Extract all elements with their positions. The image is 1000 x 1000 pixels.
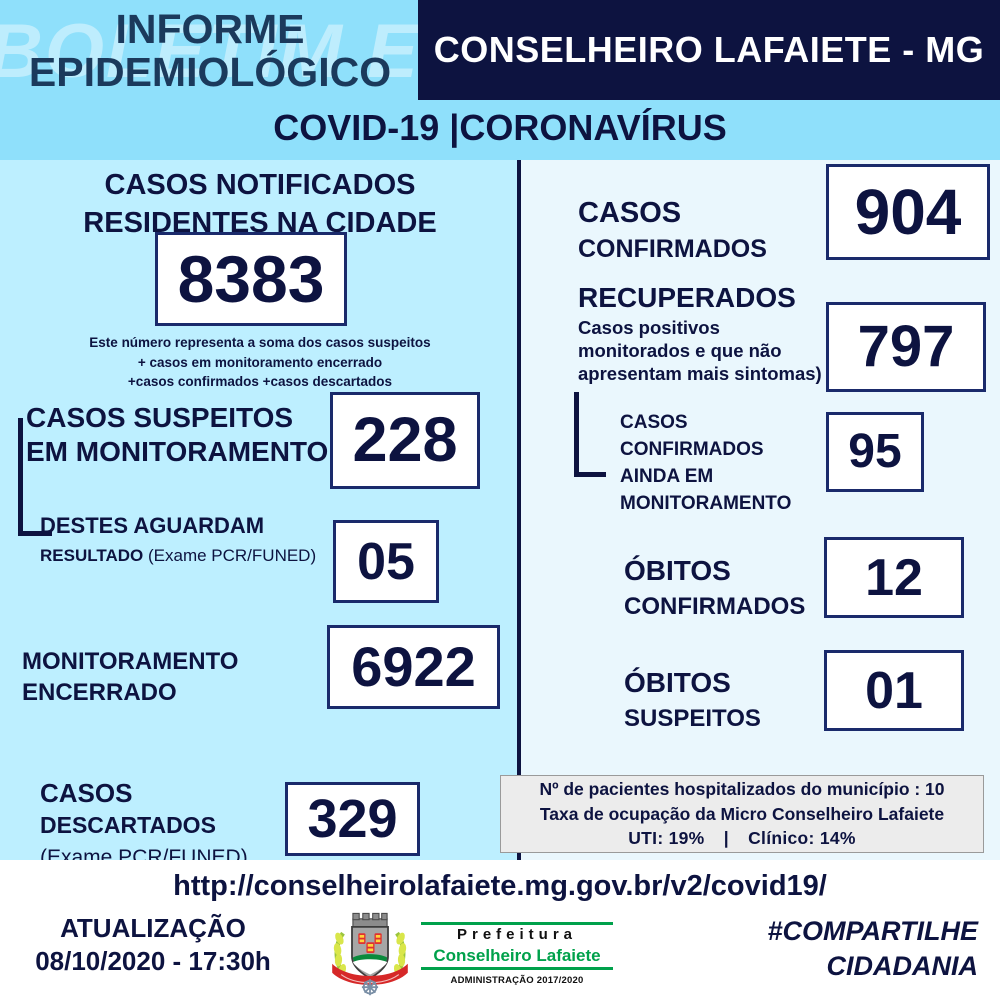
logo-prefeitura: Prefeitura — [456, 926, 578, 943]
subtitle-text: COVID-19 |CORONAVÍRUS — [273, 107, 727, 148]
suspect-cases-label: CASOS SUSPEITOS EM MONITORAMENTO — [26, 402, 329, 468]
recovered-value: 797 — [826, 302, 986, 392]
share-line1: #COMPARTILHE — [767, 916, 978, 946]
discarded-cases-label: CASOS DESCARTADOS (Exame PCR/FUNED) — [40, 778, 280, 872]
deaths-suspected-line1: ÓBITOS — [624, 667, 731, 698]
awaiting-result-bold: RESULTADO — [40, 545, 144, 565]
suspect-cases-value: 228 — [330, 392, 480, 489]
recovered-description: Casos positivos monitorados e que não ap… — [578, 317, 822, 385]
awaiting-result-paren: (Exame PCR/FUNED) — [148, 545, 317, 565]
deaths-suspected-value: 01 — [824, 650, 964, 731]
prefeitura-wordmark: Prefeitura Conselheiro Lafaiete ADMINIST… — [421, 922, 613, 986]
coat-of-arms-icon — [332, 912, 408, 996]
logo-rule-top — [421, 922, 613, 925]
monitoring-closed-label: MONITORAMENTO ENCERRADO — [22, 648, 239, 707]
prefeitura-logo: Prefeitura Conselheiro Lafaiete ADMINIST… — [325, 908, 615, 1000]
share-line2: CIDADANIA — [826, 951, 979, 982]
share-hashtag: #COMPARTILHE CIDADANIA — [700, 914, 992, 984]
city-banner: CONSELHEIRO LAFAIETE - MG — [418, 0, 1000, 100]
update-label: ATUALIZAÇÃO — [60, 913, 246, 943]
still-monitored-label: CASOS CONFIRMADOS AINDA EM MONITORAMENTO — [620, 412, 792, 514]
awaiting-result-line1: DESTES AGUARDAM — [40, 513, 265, 538]
confirmed-cases-value: 904 — [826, 164, 990, 260]
deaths-confirmed-label: ÓBITOS CONFIRMADOS — [624, 554, 830, 621]
still-monitored-value: 95 — [826, 412, 924, 492]
column-divider — [517, 160, 521, 860]
awaiting-result-label: DESTES AGUARDAM RESULTADO (Exame PCR/FUN… — [40, 512, 335, 567]
still-monitored-bracket — [574, 392, 606, 477]
update-info: ATUALIZAÇÃO 08/10/2020 - 17:30h — [8, 912, 298, 979]
monitoring-closed-value: 6922 — [327, 625, 500, 709]
discarded-line2: DESCARTADOS — [40, 812, 216, 839]
subtitle-bar: COVID-19 |CORONAVÍRUS — [0, 102, 1000, 154]
deaths-confirmed-line2: CONFIRMADOS — [624, 592, 806, 620]
city-name: CONSELHEIRO LAFAIETE - MG — [433, 29, 985, 70]
confirmed-line2: CONFIRMADOS — [578, 234, 767, 263]
deaths-suspected-line2: SUSPEITOS — [624, 704, 761, 732]
watermark-text: BOLETIM EP — [0, 9, 473, 94]
right-panel — [520, 160, 1000, 860]
clinico-rate: Clínico: 14% — [748, 828, 856, 849]
recovered-title: RECUPERADOS — [578, 282, 796, 313]
occupancy-rates-line: UTI: 19% | Clínico: 14% — [628, 826, 856, 851]
page-title: INFORME EPIDEMIOLÓGICO — [28, 6, 392, 95]
deaths-confirmed-value: 12 — [824, 537, 964, 618]
logo-administration: ADMINISTRAÇÃO 2017/2020 — [450, 974, 584, 986]
hospitalization-box: Nº de pacientes hospitalizados do municí… — [500, 775, 984, 853]
deaths-confirmed-line1: ÓBITOS — [624, 555, 731, 586]
uti-rate: UTI: 19% — [628, 828, 705, 849]
hospitalized-count-line: Nº de pacientes hospitalizados do municí… — [539, 778, 945, 799]
discarded-line1: CASOS — [40, 778, 133, 808]
notified-cases-value: 8383 — [155, 232, 347, 326]
notified-cases-note: Este número representa a soma dos casos … — [89, 335, 431, 390]
header-strip: BOLETIM EP INFORME EPIDEMIOLÓGICO CONSEL… — [0, 0, 1000, 160]
deaths-suspected-label: ÓBITOS SUSPEITOS — [624, 666, 830, 733]
suspect-bracket — [18, 418, 52, 536]
rate-separator: | — [723, 828, 729, 849]
awaiting-result-value: 05 — [333, 520, 439, 603]
confirmed-line1: CASOS — [578, 197, 682, 229]
confirmed-cases-label: CASOS CONFIRMADOS — [578, 196, 828, 266]
update-datetime: 08/10/2020 - 17:30h — [35, 946, 271, 977]
discarded-cases-value: 329 — [285, 782, 420, 856]
occupancy-title-line: Taxa de ocupação da Micro Conselheiro La… — [539, 803, 945, 824]
footer: http://conselheirolafaiete.mg.gov.br/v2/… — [0, 860, 1000, 1000]
website-url[interactable]: http://conselheirolafaiete.mg.gov.br/v2/… — [173, 870, 827, 902]
recovered-label: RECUPERADOS Casos positivos monitorados … — [578, 282, 830, 386]
logo-city: Conselheiro Lafaiete — [433, 946, 601, 966]
logo-rule-bottom — [421, 966, 613, 970]
